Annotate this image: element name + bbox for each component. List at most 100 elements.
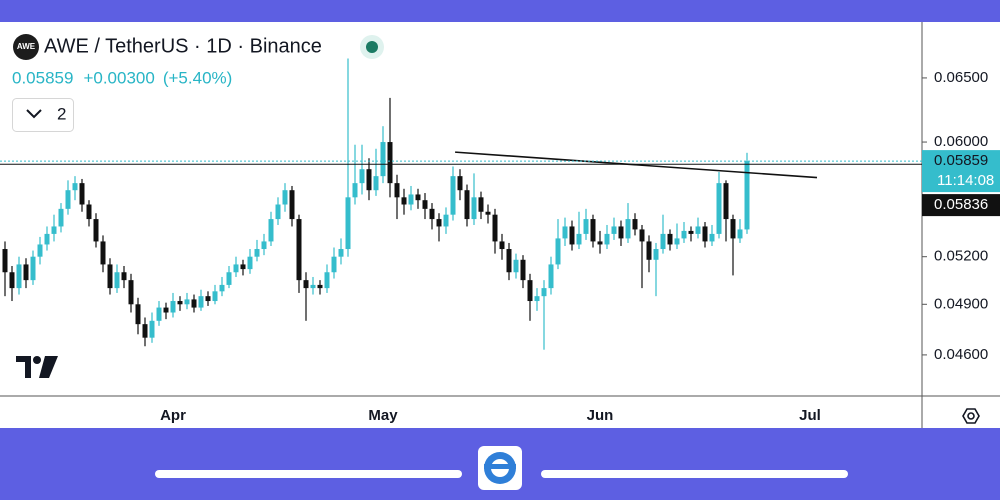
candle-body — [100, 241, 106, 265]
tv-logo-part — [16, 356, 31, 378]
candle-body — [142, 324, 148, 338]
candle-body — [282, 190, 288, 205]
app-icon[interactable] — [478, 446, 522, 490]
settings-button[interactable] — [962, 408, 980, 424]
candle-body — [723, 183, 729, 220]
indicator-count: 2 — [57, 104, 66, 123]
candle-body — [205, 296, 211, 302]
candle-body — [128, 280, 134, 305]
candle-body — [86, 204, 92, 220]
candle-body — [324, 272, 330, 289]
trendline — [455, 151, 818, 179]
last-price: 0.05859 — [12, 68, 73, 87]
candle-body — [345, 197, 351, 250]
price-tag-value: 0.05836 — [934, 196, 988, 213]
candle-body — [394, 183, 400, 198]
candle-body — [422, 200, 428, 209]
candle-body — [37, 244, 43, 257]
candle-body — [65, 190, 71, 209]
candle-body — [226, 272, 232, 285]
y-tick-label: 0.06500 — [934, 69, 988, 86]
candle-body — [590, 219, 596, 242]
candle-body — [562, 226, 568, 239]
candle-body — [268, 219, 274, 242]
indicator-toggle[interactable]: 2 — [12, 98, 74, 132]
candle-body — [240, 264, 246, 270]
candle-body — [429, 208, 435, 220]
candle-body — [646, 241, 652, 260]
candle-body — [471, 197, 477, 220]
candle-body — [443, 214, 449, 227]
candle-body — [450, 176, 456, 215]
candle-body — [569, 226, 575, 245]
candle-body — [163, 307, 169, 313]
candle-body — [660, 233, 666, 250]
candle-body — [366, 169, 372, 191]
indicator-toggle-box — [12, 98, 74, 132]
candle-body — [261, 241, 267, 250]
candle-body — [135, 304, 141, 325]
candle-body — [44, 233, 50, 245]
candle-body — [401, 197, 407, 205]
candle-body — [702, 226, 708, 242]
candle-body — [730, 219, 736, 239]
candle-body — [618, 226, 624, 239]
candle-body — [338, 249, 344, 257]
candle-body — [289, 190, 295, 220]
price-change: +0.00300 — [83, 68, 154, 87]
candle-body — [247, 256, 253, 270]
candle-body — [604, 233, 610, 245]
candle-body — [548, 264, 554, 289]
candle-body — [254, 249, 260, 257]
nav-pill — [541, 470, 848, 478]
chevron-icon — [26, 109, 42, 119]
candle-body — [485, 211, 491, 215]
candle-body — [114, 272, 120, 289]
candle-body — [16, 264, 22, 289]
tv-logo-part — [33, 356, 41, 364]
candle-body — [695, 226, 701, 234]
candle-body — [373, 176, 379, 191]
x-tick-label: Jun — [587, 407, 614, 424]
candle-body — [506, 249, 512, 273]
candle-body — [107, 264, 113, 289]
candle-body — [527, 280, 533, 302]
candle-body — [219, 284, 225, 292]
candle-body — [184, 299, 190, 305]
plot — [2, 58, 818, 350]
candle-body — [352, 183, 358, 198]
price-tag — [922, 194, 1000, 217]
candle-body — [667, 233, 673, 245]
candle-body — [576, 233, 582, 245]
candle-body — [520, 259, 526, 281]
y-tick-label: 0.05200 — [934, 248, 988, 265]
tv-logo — [16, 356, 58, 378]
candle-body — [51, 226, 57, 234]
y-tick-label: 0.06000 — [934, 133, 988, 150]
price-tag — [922, 150, 1000, 193]
candle-body — [499, 241, 505, 250]
candle-body — [9, 272, 15, 289]
candle-body — [58, 208, 64, 227]
candle-body — [583, 219, 589, 234]
candle-body — [23, 264, 29, 281]
candle-body — [555, 238, 561, 265]
x-tick-label: Jul — [799, 407, 821, 424]
candle-body — [716, 183, 722, 234]
candle-body — [79, 183, 85, 205]
candle-body — [72, 183, 78, 191]
candle-body — [737, 229, 743, 239]
x-tick-label: May — [368, 407, 398, 424]
candle-body — [415, 194, 421, 201]
candle-body — [191, 299, 197, 308]
candle-body — [310, 284, 316, 289]
symbol-logo — [13, 34, 39, 60]
candle-body — [212, 291, 218, 302]
tv-logo-part — [39, 356, 58, 378]
candle-body — [681, 230, 687, 239]
candle-body — [121, 272, 127, 281]
price-change-pct: (+5.40%) — [163, 68, 232, 87]
candle-body — [296, 219, 302, 281]
candle-body — [2, 249, 8, 273]
